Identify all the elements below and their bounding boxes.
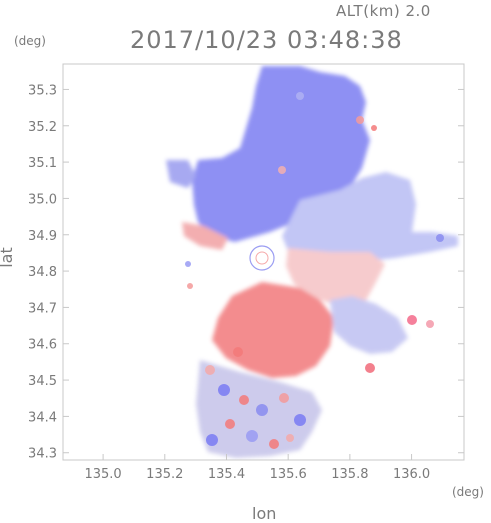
y-tick-label: 35.1	[28, 156, 57, 171]
x-tick-label: 135.6	[270, 467, 307, 482]
y-tick-label: 35.2	[28, 120, 57, 135]
y-tick-label: 34.6	[28, 338, 57, 353]
x-tick-label: 135.4	[208, 467, 245, 482]
x-tick-label: 136.0	[393, 467, 430, 482]
x-axis-label: lon	[252, 504, 277, 523]
y-tick-label: 34.3	[28, 447, 57, 462]
y-tick-label: 34.8	[28, 265, 57, 280]
lat-unit-label: (deg)	[14, 34, 46, 48]
y-tick-label: 34.7	[28, 301, 57, 316]
y-tick-label: 35.0	[28, 192, 57, 207]
y-tick-label: 34.4	[28, 410, 57, 425]
echo-southeast-light	[330, 296, 408, 354]
echo-east-light	[282, 172, 458, 262]
lon-unit-label: (deg)	[452, 485, 484, 499]
y-tick-label: 34.9	[28, 229, 57, 244]
y-tick-label: 35.3	[28, 83, 57, 98]
x-tick-label: 135.2	[146, 467, 183, 482]
altitude-label: ALT(km) 2.0	[336, 2, 431, 20]
echo-west-band	[182, 222, 228, 250]
plot-frame	[62, 63, 465, 461]
x-axis-ticks: 135.0 135.2 135.4 135.6 135.8 136.0	[84, 454, 430, 482]
x-tick-label: 135.0	[84, 467, 121, 482]
x-tick-label: 135.8	[331, 467, 368, 482]
echo-west-fragment	[166, 160, 196, 188]
echo-center-pale-red	[286, 248, 385, 306]
radar-echo-field	[166, 66, 458, 458]
y-tick-label: 34.5	[28, 374, 57, 389]
echo-speckle-cells	[185, 92, 444, 449]
timestamp-title: 2017/10/23 03:48:38	[130, 26, 403, 54]
y-axis-ticks: 35.3 35.2 35.1 35.0 34.9 34.8 34.7 34.6 34.5 34.4…	[28, 83, 464, 462]
